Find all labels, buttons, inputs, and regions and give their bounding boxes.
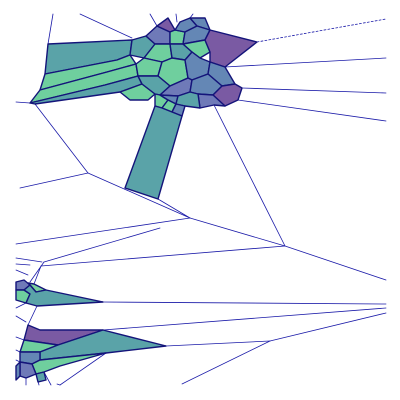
edge bbox=[43, 227, 161, 263]
middle-cell-cluster bbox=[15, 279, 104, 307]
edge bbox=[56, 383, 61, 386]
cell bbox=[182, 39, 211, 59]
edge bbox=[27, 305, 38, 326]
edge bbox=[15, 336, 25, 341]
cell bbox=[124, 105, 183, 200]
edge bbox=[224, 57, 387, 68]
edge bbox=[15, 349, 21, 353]
edge bbox=[213, 104, 286, 247]
edge bbox=[149, 13, 158, 27]
edge bbox=[269, 312, 387, 342]
edge bbox=[189, 217, 286, 247]
edge bbox=[47, 13, 54, 45]
edge bbox=[157, 198, 191, 219]
edge bbox=[15, 269, 29, 276]
upper-cell-cluster bbox=[29, 17, 258, 200]
edge bbox=[33, 265, 42, 285]
edge bbox=[165, 340, 271, 347]
edge bbox=[256, 18, 387, 43]
edge bbox=[102, 307, 387, 331]
edge bbox=[29, 261, 45, 283]
cell bbox=[204, 29, 258, 68]
edge-layer bbox=[15, 13, 387, 386]
edge bbox=[15, 101, 31, 104]
edge bbox=[15, 302, 27, 309]
cell bbox=[15, 361, 21, 381]
edge bbox=[19, 172, 89, 189]
edge bbox=[34, 103, 89, 174]
edge bbox=[175, 13, 178, 23]
edge bbox=[87, 172, 191, 219]
edge bbox=[15, 257, 43, 263]
cell bbox=[23, 284, 104, 307]
edge bbox=[79, 13, 133, 39]
edge bbox=[59, 352, 107, 386]
edge bbox=[237, 99, 387, 122]
edge bbox=[102, 301, 387, 305]
edge bbox=[15, 263, 31, 266]
edge bbox=[40, 245, 286, 267]
edge bbox=[241, 87, 387, 94]
edge bbox=[15, 217, 191, 245]
cell bbox=[35, 371, 47, 383]
edge bbox=[284, 245, 387, 281]
edge bbox=[15, 315, 27, 323]
edge bbox=[181, 340, 271, 385]
lower-cell-cluster bbox=[15, 324, 167, 383]
